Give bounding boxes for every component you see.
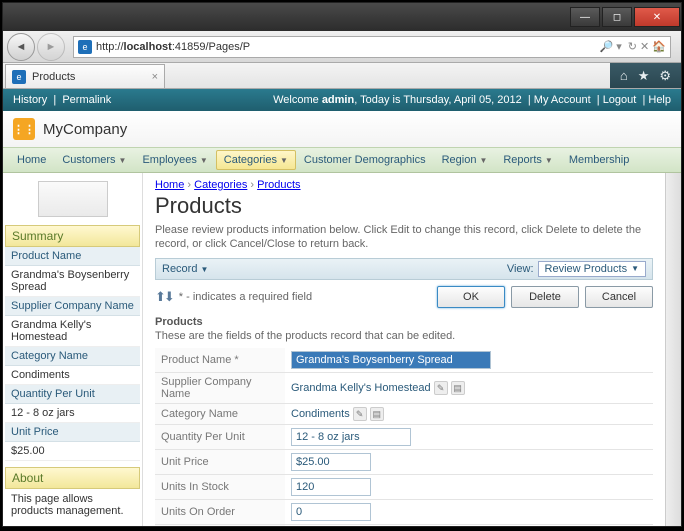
url-rest: :41859/Pages/P [172,41,250,53]
home-icon[interactable]: ⌂ [620,68,628,83]
sidebar-image [38,181,108,217]
ok-button[interactable]: OK [437,286,505,308]
about-text: This page allows products management. [5,489,140,521]
sidebar: Summary Product Name Grandma's Boysenber… [3,173,143,526]
url-host: localhost [124,41,172,53]
new-icon[interactable]: ▤ [451,381,465,395]
delete-button[interactable]: Delete [511,286,579,308]
qpu-label: Quantity Per Unit [155,424,285,449]
app-header: History | Permalink Welcome admin, Today… [3,89,681,111]
summary-category-label: Category Name [5,347,140,366]
ie-icon: e [12,70,26,84]
summary-price-label: Unit Price [5,423,140,442]
bc-categories[interactable]: Categories [194,179,247,191]
url-prefix: http:// [96,41,124,53]
order-input[interactable]: 0 [291,503,371,521]
maximize-button[interactable]: ◻ [602,7,632,27]
cancel-button[interactable]: Cancel [585,286,653,308]
about-header: About [5,467,140,489]
product-name-label: Product Name * [155,348,285,373]
summary-supplier-value: Grandma Kelly's Homestead [5,316,140,347]
browser-tab[interactable]: e Products × [5,64,165,88]
price-input[interactable]: $25.00 [291,453,371,471]
main-content: Home › Categories › Products Products Pl… [143,173,665,526]
help-link[interactable]: Help [648,94,671,106]
summary-qpu-value: 12 - 8 oz jars [5,404,140,423]
new-icon[interactable]: ▤ [370,407,384,421]
back-button[interactable]: ◄ [7,33,35,61]
minimize-button[interactable]: — [570,7,600,27]
summary-price-value: $25.00 [5,442,140,461]
tab-title: Products [32,71,75,83]
view-label: View: [507,263,534,275]
tools-icon[interactable]: ⚙ [659,68,671,84]
page-title: Products [155,193,653,219]
logo-row: ⋮⋮ MyCompany [3,111,681,147]
ie-icon: e [78,40,92,54]
product-name-input[interactable]: Grandma's Boysenberry Spread [291,351,491,369]
summary-header: Summary [5,225,140,247]
form-table: Product Name * Grandma's Boysenberry Spr… [155,348,653,526]
category-link[interactable]: Condiments [291,408,350,420]
logout-link[interactable]: Logout [603,94,637,106]
bc-home[interactable]: Home [155,179,184,191]
summary-product-name-label: Product Name [5,247,140,266]
summary-category-value: Condiments [5,366,140,385]
price-label: Unit Price [155,449,285,474]
tab-strip: e Products × ⌂ ★ ⚙ [3,63,681,89]
favorites-icon[interactable]: ★ [638,68,650,84]
lookup-icon[interactable]: ✎ [434,381,448,395]
summary-qpu-label: Quantity Per Unit [5,385,140,404]
section-header: Products [155,316,653,328]
main-menu: Home Customers▼ Employees▼ Categories▼ C… [3,147,681,173]
summary-product-name-value: Grandma's Boysenberry Spread [5,266,140,297]
required-note: * - indicates a required field [179,291,312,303]
menu-employees[interactable]: Employees▼ [134,150,215,170]
page-description: Please review products information below… [155,223,653,252]
window-titlebar: — ◻ ✕ [3,3,681,31]
summary-supplier-label: Supplier Company Name [5,297,140,316]
record-menu[interactable]: Record ▼ [162,263,208,275]
menu-cust-demo[interactable]: Customer Demographics [296,150,434,170]
welcome-user: admin [322,94,354,106]
stock-label: Units In Stock [155,474,285,499]
breadcrumb: Home › Categories › Products [155,179,653,191]
supplier-link[interactable]: Grandma Kelly's Homestead [291,382,431,394]
menu-categories[interactable]: Categories▼ [216,150,296,170]
menu-home[interactable]: Home [9,150,54,170]
menu-customers[interactable]: Customers▼ [54,150,134,170]
company-name: MyCompany [43,121,127,138]
vertical-scrollbar[interactable] [665,173,681,526]
address-bar[interactable]: e http://localhost:41859/Pages/P 🔎 ▾ ↻ ✕… [73,36,671,58]
history-link[interactable]: History [13,94,47,106]
forward-button[interactable]: ► [37,33,65,61]
lookup-icon[interactable]: ✎ [353,407,367,421]
my-account-link[interactable]: My Account [534,94,591,106]
section-desc: These are the fields of the products rec… [155,330,653,342]
permalink-link[interactable]: Permalink [62,94,111,106]
welcome-pre: Welcome [273,94,322,106]
stock-input[interactable]: 120 [291,478,371,496]
menu-reports[interactable]: Reports▼ [495,150,560,170]
app-logo: ⋮⋮ [13,118,35,140]
supplier-label: Supplier Company Name [155,372,285,403]
menu-region[interactable]: Region▼ [434,150,496,170]
reorder-label: Reorder Level [155,524,285,526]
browser-toolbar: ◄ ► e http://localhost:41859/Pages/P 🔎 ▾… [3,31,681,63]
tab-close-icon[interactable]: × [152,71,158,83]
nav-arrows[interactable]: ⬆⬇ [155,289,173,305]
bc-products[interactable]: Products [257,179,300,191]
record-bar: Record ▼ View: Review Products ▼ [155,258,653,280]
qpu-input[interactable]: 12 - 8 oz jars [291,428,411,446]
menu-membership[interactable]: Membership [561,150,638,170]
order-label: Units On Order [155,499,285,524]
welcome-post: , Today is Thursday, April 05, 2012 [354,94,522,106]
view-selector[interactable]: Review Products ▼ [538,261,646,277]
close-button[interactable]: ✕ [634,7,680,27]
category-label: Category Name [155,403,285,424]
